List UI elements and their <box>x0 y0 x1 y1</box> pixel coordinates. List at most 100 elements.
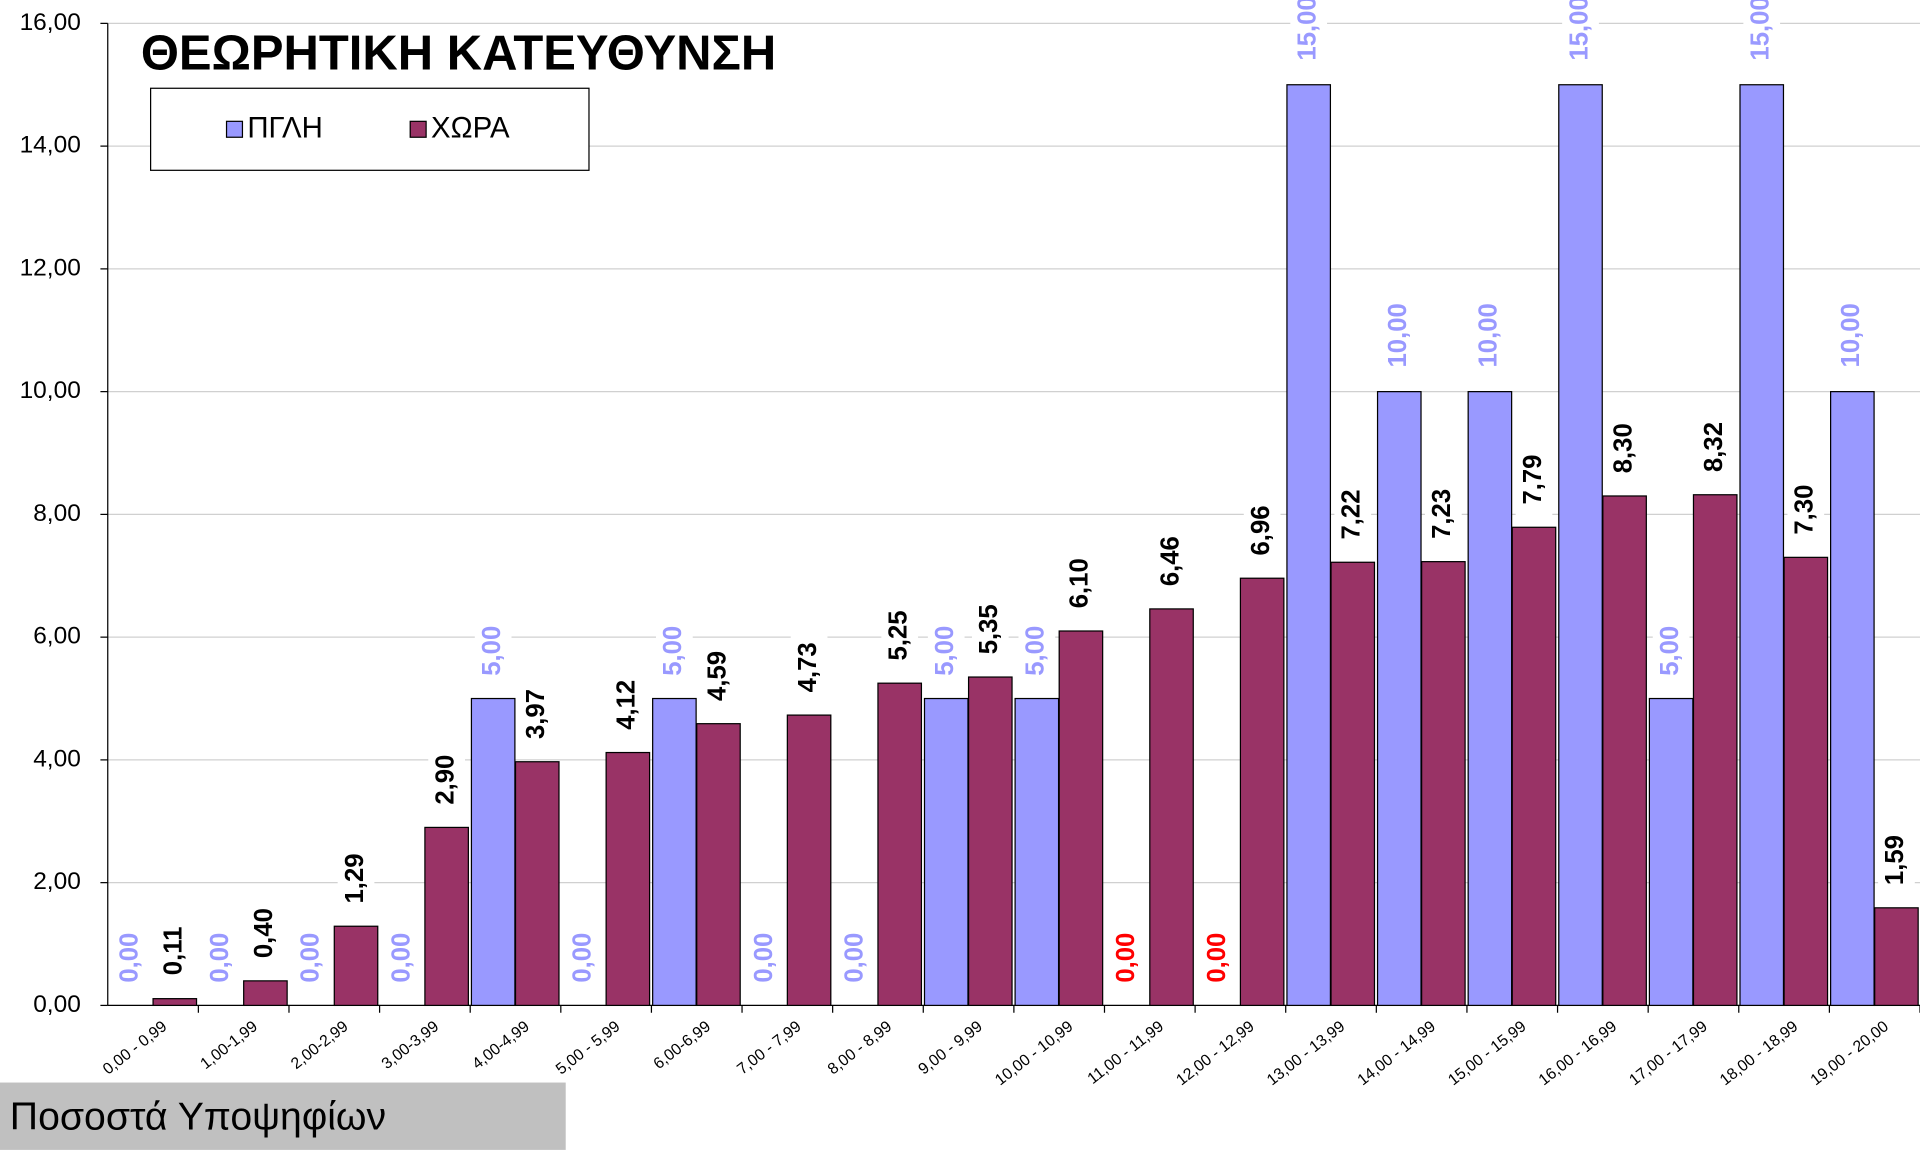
value-label: 4,12 <box>613 680 641 730</box>
value-label: 3,97 <box>522 689 550 739</box>
bar <box>1739 84 1785 1007</box>
y-tick-label: 14,00 <box>20 132 81 159</box>
value-label-bg <box>1109 919 1146 996</box>
bar <box>1421 561 1466 1007</box>
value-label: 10,00 <box>1837 303 1865 367</box>
legend-box <box>149 87 590 171</box>
value-label-bg <box>656 612 693 689</box>
value-label: 10,00 <box>1384 303 1412 367</box>
value-label-bg <box>293 919 331 996</box>
bar <box>1558 84 1603 1007</box>
value-label-bg <box>1562 0 1599 75</box>
value-label-bg <box>881 597 919 674</box>
value-label-bg <box>384 919 421 996</box>
bar <box>1602 495 1647 1007</box>
y-tick-label: 12,00 <box>20 254 81 281</box>
value-label: 2,90 <box>431 755 459 805</box>
value-label: 4,73 <box>794 642 822 692</box>
value-label-bg <box>428 741 465 818</box>
legend-label: ΠΓΛΗ <box>247 112 323 145</box>
labels: 0,00 0,11 0,00 0,40 0,00 1,29 0,00 2,90 5,00 3,97… <box>112 0 1915 996</box>
value-label-bg <box>700 637 737 714</box>
value-label: 7,23 <box>1428 489 1456 539</box>
bar <box>514 761 560 1007</box>
value-label-bg <box>518 676 556 752</box>
value-label-bg <box>1652 612 1690 689</box>
value-label-bg <box>1743 0 1781 75</box>
value-label: 0,11 <box>160 927 188 976</box>
bar <box>1149 608 1194 1007</box>
bar <box>1783 556 1829 1007</box>
bar <box>652 697 697 1007</box>
xlabel-box <box>0 1082 566 1150</box>
bars <box>152 84 1919 1007</box>
value-label: 1,59 <box>1881 835 1909 885</box>
bar <box>923 697 969 1007</box>
value-label: 0,00 <box>1112 933 1140 983</box>
bar <box>1330 561 1376 1007</box>
bar <box>1014 697 1060 1007</box>
value-label: 8,32 <box>1700 422 1728 472</box>
x-axis-label: Ποσοστά Υποψηφίων <box>10 1096 386 1139</box>
value-label: 0,00 <box>297 933 325 983</box>
value-label: 7,30 <box>1791 485 1819 535</box>
value-label-bg <box>1153 523 1190 600</box>
value-label: 5,00 <box>1022 626 1050 676</box>
value-label: 1,29 <box>341 853 369 903</box>
bar <box>1874 907 1919 1007</box>
value-label: 7,22 <box>1338 489 1366 539</box>
value-label-bg <box>1878 822 1915 899</box>
value-label-bg <box>1243 492 1281 569</box>
value-label-bg <box>971 591 1009 668</box>
value-label: 15,00 <box>1565 0 1593 61</box>
y-tick-label: 10,00 <box>20 377 81 404</box>
value-label: 10,00 <box>1475 303 1503 367</box>
value-label-bg <box>1696 409 1734 485</box>
bar <box>786 714 832 1007</box>
value-label-bg <box>202 919 240 996</box>
value-label: 8,30 <box>1609 423 1637 473</box>
value-label: 15,00 <box>1747 0 1775 61</box>
bar <box>877 682 923 1007</box>
value-label-bg <box>1334 476 1372 553</box>
y-tick-label: 16,00 <box>20 9 81 36</box>
value-label: 5,25 <box>884 610 912 660</box>
bar <box>1467 391 1513 1007</box>
value-label: 5,00 <box>659 626 687 676</box>
bar <box>470 697 516 1007</box>
y-tick-label: 4,00 <box>33 745 81 772</box>
bar <box>967 676 1013 1007</box>
value-label-bg <box>565 919 603 996</box>
value-label: 0,00 <box>116 933 144 983</box>
value-label-bg <box>247 895 284 972</box>
value-label: 15,00 <box>1293 0 1321 61</box>
value-label: 0,00 <box>1203 933 1231 983</box>
legend-swatch <box>409 120 427 138</box>
bar <box>1376 391 1422 1007</box>
value-label-bg <box>1515 441 1553 518</box>
value-label: 6,46 <box>1156 536 1184 586</box>
bar <box>1692 494 1738 1007</box>
bar <box>1648 697 1694 1007</box>
bar <box>696 723 741 1007</box>
value-label: 6,10 <box>1066 558 1094 608</box>
bar <box>1830 391 1875 1007</box>
value-label-bg <box>1425 475 1462 552</box>
value-label: 6,96 <box>1247 505 1275 555</box>
value-label-bg <box>474 612 512 689</box>
value-label: 4,59 <box>703 651 731 701</box>
y-tick-label: 8,00 <box>33 500 81 527</box>
value-label-bg <box>1833 288 1871 382</box>
value-label-bg <box>1380 288 1418 382</box>
value-label: 0,00 <box>569 933 597 983</box>
bar <box>1511 526 1557 1007</box>
value-label: 0,00 <box>750 933 778 983</box>
bar <box>243 980 288 1007</box>
value-label-bg <box>609 666 647 743</box>
bar <box>152 998 198 1007</box>
value-label-bg <box>746 919 784 996</box>
value-label-bg <box>1018 612 1056 689</box>
value-label-bg <box>790 629 828 706</box>
